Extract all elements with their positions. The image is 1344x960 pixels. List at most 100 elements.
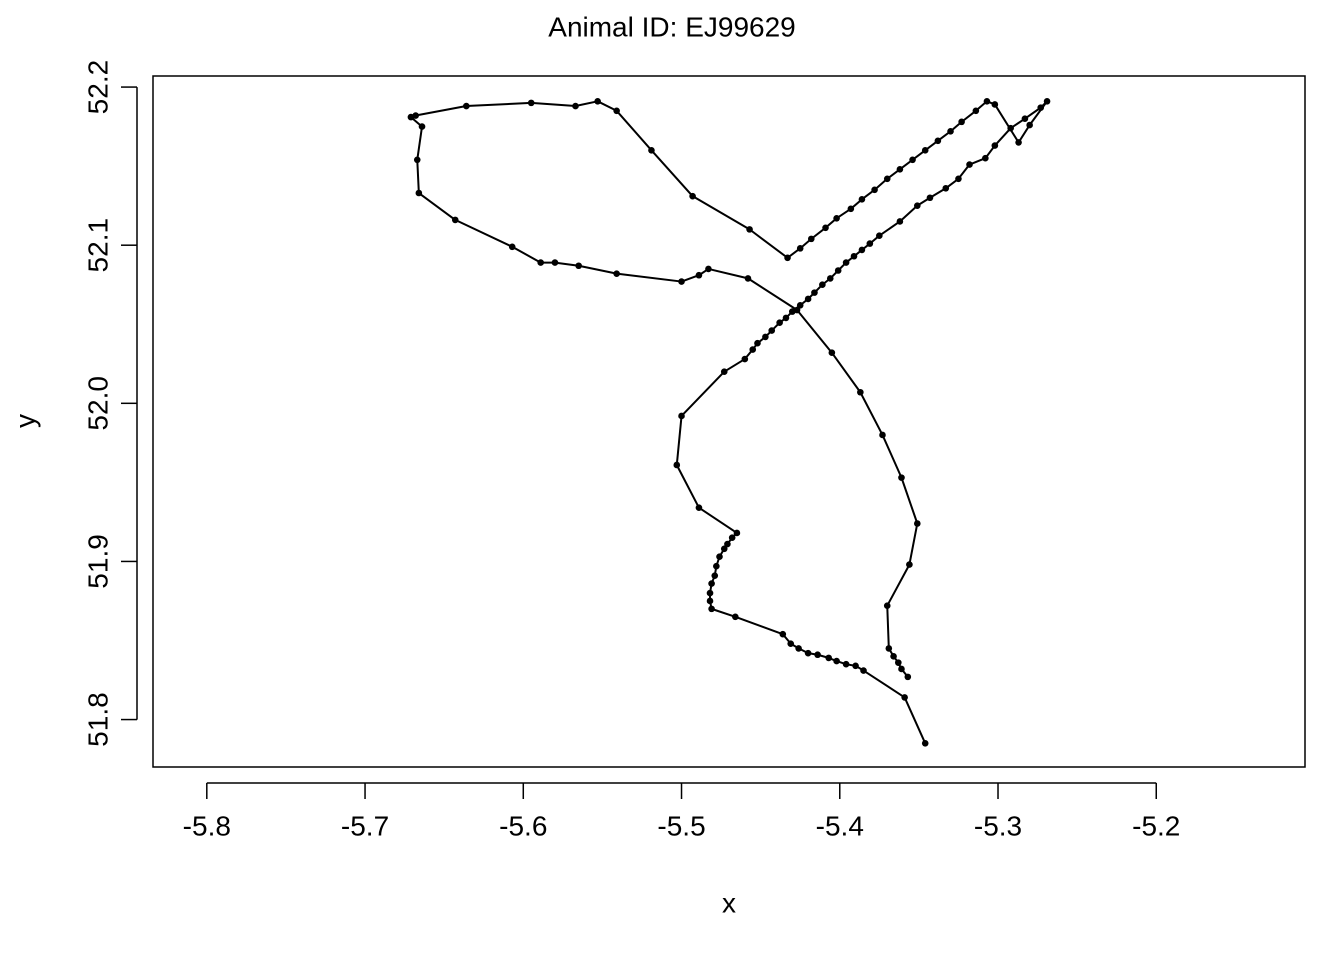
track-point <box>695 504 703 511</box>
track-point <box>842 660 850 668</box>
track-point <box>754 339 761 347</box>
track-point <box>983 97 991 105</box>
track-point <box>762 333 769 341</box>
track-point <box>744 275 752 282</box>
track-point <box>463 102 470 110</box>
track-point <box>749 346 757 353</box>
track-point <box>711 572 719 579</box>
plot-frame <box>152 75 1306 768</box>
track-point <box>787 640 795 647</box>
track-point <box>720 368 728 375</box>
track-point <box>551 259 559 266</box>
track-point <box>451 216 459 224</box>
track-point <box>833 215 840 222</box>
track-point <box>418 123 426 130</box>
track-point <box>784 254 791 262</box>
track-point <box>782 314 790 322</box>
y-tick-label: 52.0 <box>82 376 113 431</box>
x-tick-label: -5.7 <box>341 810 389 841</box>
y-tick-label: 52.1 <box>82 218 113 272</box>
track-point <box>822 224 829 232</box>
track-point <box>991 101 999 108</box>
track-point <box>648 147 655 154</box>
track-point <box>1021 115 1029 122</box>
track-point <box>706 597 714 605</box>
track-point <box>713 562 720 570</box>
track-point <box>921 147 929 154</box>
x-tick-label: -5.6 <box>499 810 547 841</box>
track-point <box>885 645 893 652</box>
track-point <box>708 605 715 613</box>
track-point <box>982 154 989 162</box>
track-point <box>879 431 886 439</box>
y-axis-label: y <box>9 414 40 428</box>
track-point <box>728 534 736 542</box>
track-point <box>804 295 812 303</box>
track-point <box>768 327 776 334</box>
track-point <box>955 175 962 183</box>
track-point <box>537 259 544 266</box>
track-point <box>733 529 741 537</box>
track-point <box>883 175 891 183</box>
track-point <box>594 97 601 105</box>
track-point <box>572 102 579 110</box>
track-point <box>407 113 415 121</box>
x-tick-label: -5.8 <box>183 810 231 841</box>
track-point <box>795 645 802 652</box>
track-point <box>695 271 703 279</box>
track-point <box>898 665 905 673</box>
x-tick-label: -5.3 <box>974 810 1022 841</box>
track-point <box>720 545 728 553</box>
track-point <box>673 461 681 469</box>
y-tick-label: 51.9 <box>82 534 113 589</box>
track-point <box>508 243 516 251</box>
track-point <box>706 589 714 597</box>
track-point <box>871 186 878 194</box>
track-point <box>716 553 723 560</box>
track-point <box>807 235 815 243</box>
track-point <box>724 540 731 548</box>
track-point <box>678 412 685 420</box>
track-line <box>409 100 1049 744</box>
track-point <box>972 107 980 115</box>
track-point <box>413 156 421 164</box>
x-tick-label: -5.2 <box>1132 810 1180 841</box>
track-point <box>613 270 620 277</box>
track-point <box>947 128 954 135</box>
track-point <box>914 520 921 527</box>
track-point <box>904 673 912 681</box>
track-point <box>898 474 905 481</box>
track-point <box>914 202 921 209</box>
track-point <box>1026 121 1033 129</box>
track-point <box>776 319 783 326</box>
x-axis-label: x <box>722 887 736 918</box>
track-point <box>858 196 866 203</box>
track-point <box>883 602 891 610</box>
track-point <box>1043 97 1051 105</box>
chart-title: Animal ID: EJ99629 <box>548 11 795 42</box>
track-point <box>793 306 801 314</box>
track-point <box>895 659 902 666</box>
track-point <box>1015 139 1022 146</box>
track-point <box>828 349 836 357</box>
track-point <box>826 275 834 282</box>
track-point <box>958 118 965 126</box>
track-point <box>746 226 753 233</box>
track-point <box>852 662 859 670</box>
track-point <box>804 649 812 657</box>
track-point <box>966 161 973 168</box>
track-point <box>415 189 423 197</box>
track-point <box>575 262 582 270</box>
track-point <box>796 301 804 309</box>
track-point <box>896 165 904 173</box>
track-point <box>678 278 685 285</box>
track-point <box>1037 104 1045 111</box>
track-point <box>991 142 999 149</box>
track-point <box>1007 124 1014 132</box>
track-point <box>890 653 897 660</box>
track-point <box>811 289 818 296</box>
track-point <box>906 561 913 568</box>
track-point <box>896 218 904 225</box>
